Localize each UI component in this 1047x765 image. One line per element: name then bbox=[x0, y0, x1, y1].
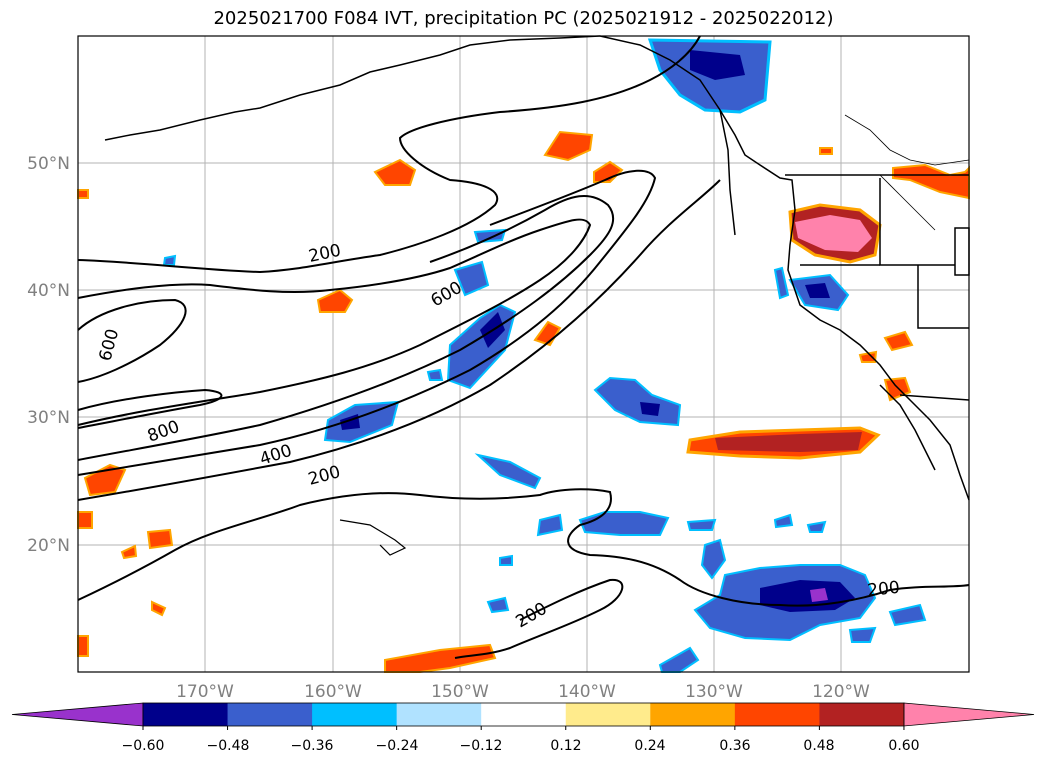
colorbar-segment bbox=[396, 703, 482, 726]
colorbar: −0.60 −0.48 −0.36 −0.24 −0.12 0.12 0.24 … bbox=[11, 702, 1035, 754]
colorbar-tick-label: −0.24 bbox=[376, 738, 419, 754]
longitude-labels: 170°W 160°W 150°W 140°W 130°W 120°W bbox=[176, 682, 870, 702]
lon-label: 120°W bbox=[812, 682, 870, 702]
lon-label: 150°W bbox=[431, 682, 489, 702]
colorbar-ticks: −0.60 −0.48 −0.36 −0.24 −0.12 0.12 0.24 … bbox=[122, 738, 920, 754]
colorbar-segment bbox=[650, 703, 736, 726]
colorbar-segment bbox=[819, 703, 905, 726]
colorbar-tick-label: −0.12 bbox=[460, 738, 503, 754]
lon-label: 170°W bbox=[176, 682, 234, 702]
colorbar-segment bbox=[565, 703, 651, 726]
lat-label: 50°N bbox=[27, 154, 70, 174]
colorbar-segment bbox=[312, 703, 398, 726]
colorbar-extend-high bbox=[903, 702, 1035, 727]
map-title: 2025021700 F084 IVT, precipitation PC (2… bbox=[213, 8, 834, 29]
lon-label: 140°W bbox=[558, 682, 616, 702]
colorbar-segment bbox=[734, 703, 820, 726]
colorbar-tick-label: −0.36 bbox=[291, 738, 334, 754]
lat-label: 40°N bbox=[27, 281, 70, 301]
colorbar-tick-label: 0.36 bbox=[719, 738, 750, 754]
colorbar-tick-label: 0.24 bbox=[634, 738, 665, 754]
ivt-contours bbox=[77, 35, 970, 659]
precip-negative-areas bbox=[162, 38, 927, 673]
lat-label: 20°N bbox=[27, 536, 70, 556]
colorbar-outline bbox=[142, 702, 905, 727]
colorbar-tick-label: 0.48 bbox=[803, 738, 834, 754]
colorbar-segment bbox=[227, 703, 313, 726]
contour-label: 200 bbox=[866, 578, 900, 601]
colorbar-segment bbox=[143, 703, 229, 726]
lon-label: 160°W bbox=[304, 682, 362, 702]
latitude-labels: 50°N 40°N 30°N 20°N bbox=[27, 154, 70, 556]
colorbar-segments bbox=[11, 702, 1035, 730]
lat-label: 30°N bbox=[27, 408, 70, 428]
colorbar-tick-label: 0.12 bbox=[550, 738, 581, 754]
lon-label: 130°W bbox=[685, 682, 743, 702]
colorbar-tick-label: −0.48 bbox=[207, 738, 250, 754]
coastlines bbox=[104, 35, 970, 556]
colorbar-extend-low bbox=[11, 702, 144, 727]
colorbar-segment bbox=[481, 703, 567, 726]
map-panel bbox=[77, 35, 970, 673]
colorbar-tick-label: −0.60 bbox=[122, 738, 165, 754]
colorbar-tick-label: 0.60 bbox=[888, 738, 919, 754]
